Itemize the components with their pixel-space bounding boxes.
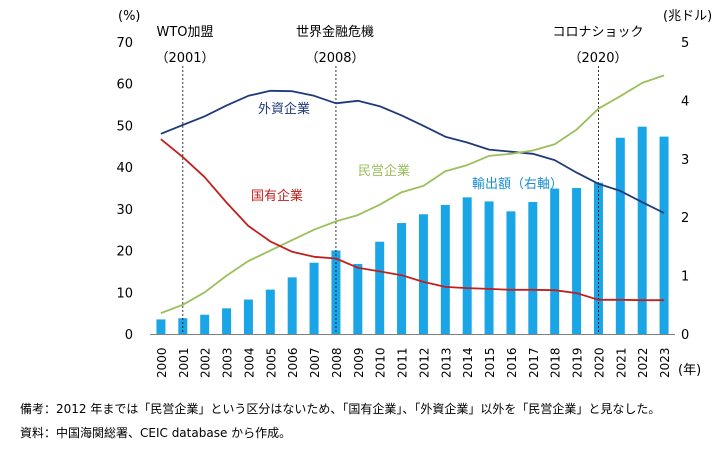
- x-tick-label: 2021: [614, 347, 628, 378]
- x-tick-label: 2005: [264, 347, 278, 378]
- export-bar: [550, 188, 560, 334]
- x-tick-label: 2011: [396, 347, 410, 378]
- x-tick-label: 2017: [527, 347, 541, 378]
- x-tick-label: 2018: [549, 347, 563, 378]
- x-tick-label: 2001: [177, 347, 191, 378]
- export-bar: [331, 250, 341, 334]
- left-tick-label: 20: [116, 245, 133, 260]
- export-bar: [440, 204, 450, 334]
- export-bar: [222, 308, 232, 334]
- x-tick-label: 2003: [221, 347, 235, 378]
- event-markers: WTO加盟 （2001） 世界金融危機 （2008） コロナショック （2020）: [155, 24, 644, 334]
- left-axis-unit: (%): [118, 9, 141, 24]
- event-title: WTO加盟: [156, 25, 213, 40]
- right-tick-label: 2: [681, 211, 689, 226]
- left-tick-label: 40: [116, 161, 133, 176]
- x-tick-label: 2022: [636, 347, 650, 378]
- export-bar: [200, 314, 210, 334]
- x-tick-label: 2006: [286, 347, 300, 378]
- right-tick-label: 4: [681, 94, 689, 109]
- export-bar: [615, 137, 625, 334]
- share-lines: [160, 74, 665, 314]
- left-tick-label: 70: [116, 36, 133, 51]
- private-share-line: [160, 74, 665, 314]
- foreign-share-line: [160, 89, 665, 214]
- left-tick-label: 10: [116, 286, 133, 301]
- x-tick-label: 2014: [461, 347, 475, 378]
- left-tick-label: 60: [116, 78, 133, 93]
- export-bar: [265, 289, 275, 334]
- right-axis-unit: (兆ドル): [663, 9, 712, 24]
- footnote-source: 資料：中国海関総署、CEIC database から作成。: [20, 426, 292, 440]
- x-tick-label: 2008: [330, 347, 344, 378]
- export-bars: [156, 126, 669, 335]
- state-share-line: [160, 138, 665, 302]
- export-bar: [287, 277, 297, 334]
- export-bar: [528, 202, 538, 334]
- right-tick-label: 1: [681, 270, 689, 285]
- export-bar: [353, 263, 363, 334]
- chart: 0 10 20 30 40 50 60 70 0 1 2 3 4 5 WTO加盟 （2001） 世界金融危機 （…: [116, 9, 712, 378]
- export-bar: [637, 126, 647, 335]
- event-year: （2020）: [568, 51, 627, 66]
- export-bar: [506, 211, 516, 334]
- x-tick-label: 2019: [571, 347, 585, 378]
- series-label: 外資企業: [258, 101, 310, 117]
- event-year: （2008）: [305, 51, 364, 66]
- x-tick-label: 2023: [658, 347, 672, 378]
- export-bar: [418, 214, 428, 334]
- x-tick-label: 2016: [505, 347, 519, 378]
- export-bar: [156, 319, 166, 334]
- x-axis: 2000 2001 2002 2003 2004 2005 2006 2007 2008 2009…: [150, 334, 675, 378]
- export-bar: [659, 136, 669, 334]
- left-tick-label: 0: [125, 328, 133, 343]
- x-tick-label: 2002: [199, 347, 213, 378]
- export-bar: [397, 223, 407, 334]
- export-bar: [309, 262, 319, 334]
- x-tick-label: 2010: [374, 347, 388, 378]
- right-tick-label: 3: [681, 153, 689, 168]
- export-bar: [572, 188, 582, 334]
- export-bar: [375, 241, 385, 334]
- bar-series-label: 輸出額（右軸）: [472, 177, 563, 192]
- event-year: （2001）: [155, 51, 214, 66]
- left-tick-label: 50: [116, 119, 133, 134]
- event-title: 世界金融危機: [296, 24, 374, 40]
- export-bar: [243, 299, 253, 334]
- x-tick-label: 2000: [155, 347, 169, 378]
- x-tick-label: 2009: [352, 347, 366, 378]
- x-tick-label: 2020: [592, 347, 606, 378]
- x-tick-label: 2013: [439, 347, 453, 378]
- x-tick-label: 2015: [483, 347, 497, 378]
- y-axis-ticks: 0 10 20 30 40 50 60 70 0 1 2 3 4 5: [116, 36, 689, 343]
- right-tick-label: 0: [681, 328, 689, 343]
- footnote-remarks: 備考：2012 年までは「民営企業」という区分はないため、「国有企業」、「外資企…: [20, 402, 661, 416]
- x-tick-label: 2007: [308, 347, 322, 378]
- series-label: 国有企業: [251, 188, 303, 204]
- event-title: コロナショック: [552, 25, 643, 40]
- x-tick-label: 2012: [417, 347, 431, 378]
- series-label: 民営企業: [358, 163, 410, 179]
- export-bar: [462, 197, 472, 334]
- x-tick-label: 2004: [242, 347, 256, 378]
- right-tick-label: 5: [681, 36, 689, 51]
- left-tick-label: 30: [116, 203, 133, 218]
- export-bar: [484, 201, 494, 334]
- x-axis-unit: (年): [678, 363, 701, 378]
